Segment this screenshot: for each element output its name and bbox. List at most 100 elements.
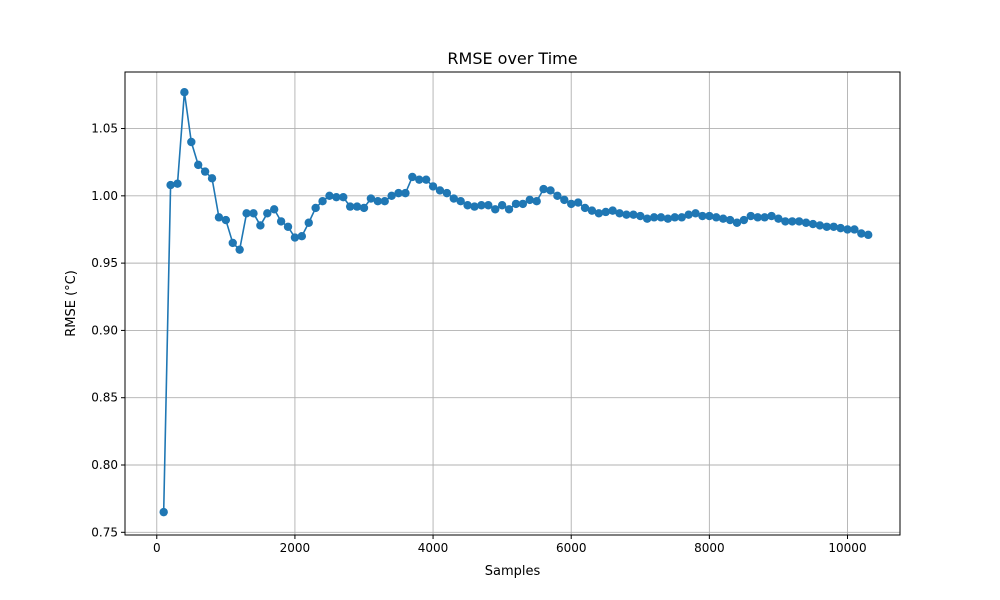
y-tick-label: 0.95: [91, 256, 118, 270]
y-tick-label: 1.00: [91, 189, 118, 203]
data-point: [173, 179, 182, 188]
data-point: [283, 222, 293, 231]
data-point: [477, 201, 486, 210]
data-point: [207, 174, 217, 183]
data-point: [511, 199, 521, 209]
data-point: [463, 201, 472, 210]
data-series: [159, 87, 873, 517]
data-point: [663, 214, 673, 223]
data-point: [394, 188, 403, 198]
y-axis-label: RMSE (°C): [64, 270, 79, 337]
data-point: [691, 209, 700, 218]
x-tick-label: 4000: [418, 541, 449, 555]
data-point: [629, 210, 638, 219]
data-point: [698, 211, 707, 221]
data-point: [774, 214, 783, 223]
y-tick-label: 0.75: [91, 525, 118, 539]
data-point: [491, 205, 500, 214]
data-point: [601, 207, 610, 217]
data-point: [725, 215, 735, 225]
data-point: [656, 213, 666, 222]
data-point: [732, 218, 742, 227]
data-point: [269, 205, 279, 214]
data-point: [187, 137, 196, 147]
data-point: [739, 215, 749, 225]
data-point: [332, 192, 341, 202]
data-point: [525, 195, 534, 205]
data-point: [718, 214, 728, 223]
data-point: [318, 197, 327, 206]
data-point: [670, 213, 680, 222]
y-tick-label: 0.90: [91, 323, 118, 337]
data-point: [753, 213, 762, 222]
data-point: [263, 209, 272, 218]
x-tick-label: 10000: [828, 541, 866, 555]
data-point: [380, 197, 389, 206]
data-point: [767, 211, 776, 221]
plot-frame: [124, 71, 901, 536]
data-point: [857, 229, 866, 238]
data-point: [594, 209, 604, 218]
data-point: [449, 194, 458, 203]
data-point: [456, 197, 465, 206]
data-point: [794, 217, 804, 226]
data-point: [580, 203, 590, 213]
data-point: [836, 223, 845, 233]
data-point: [256, 221, 265, 230]
data-point: [401, 188, 410, 198]
data-point: [608, 206, 617, 215]
data-point: [801, 218, 811, 227]
data-point: [159, 507, 168, 517]
data-point: [194, 160, 203, 170]
data-point: [808, 219, 818, 229]
data-point: [214, 213, 224, 222]
data-point: [864, 230, 873, 240]
data-point: [560, 195, 569, 205]
data-point: [677, 213, 686, 222]
data-point: [428, 182, 438, 191]
data-point: [297, 232, 307, 241]
data-point: [712, 213, 721, 222]
data-point: [249, 209, 258, 218]
y-tick-label: 0.80: [91, 458, 118, 472]
data-point: [180, 87, 189, 97]
data-point: [235, 245, 244, 254]
data-point: [587, 206, 597, 215]
x-axis-label: Samples: [485, 564, 541, 579]
x-tick-label: 8000: [694, 541, 725, 555]
data-point: [470, 202, 479, 211]
data-point: [760, 213, 769, 222]
data-point: [504, 205, 514, 214]
data-point: [221, 215, 231, 225]
data-point: [228, 238, 237, 248]
data-point: [642, 214, 652, 223]
data-point: [352, 202, 362, 211]
data-point: [200, 167, 210, 176]
y-tick-label: 0.85: [91, 391, 118, 405]
data-point: [166, 180, 175, 190]
data-point: [781, 217, 790, 226]
data-point: [311, 203, 320, 213]
data-point: [304, 218, 313, 227]
data-point: [442, 188, 452, 198]
data-point: [622, 210, 631, 219]
data-point: [573, 198, 583, 207]
data-point: [539, 184, 548, 194]
data-point: [339, 192, 348, 202]
data-point: [373, 197, 383, 206]
data-point: [242, 209, 251, 218]
data-point: [829, 222, 838, 231]
data-point: [387, 191, 396, 201]
data-point: [567, 199, 576, 209]
x-tick-label: 0: [153, 541, 161, 555]
data-point: [850, 225, 859, 234]
data-point: [366, 194, 376, 203]
data-point: [325, 191, 334, 201]
x-tick-label: 2000: [280, 541, 311, 555]
data-point: [518, 199, 528, 209]
data-point: [746, 211, 756, 221]
chart-title: RMSE over Time: [447, 49, 577, 68]
data-point: [276, 217, 286, 226]
